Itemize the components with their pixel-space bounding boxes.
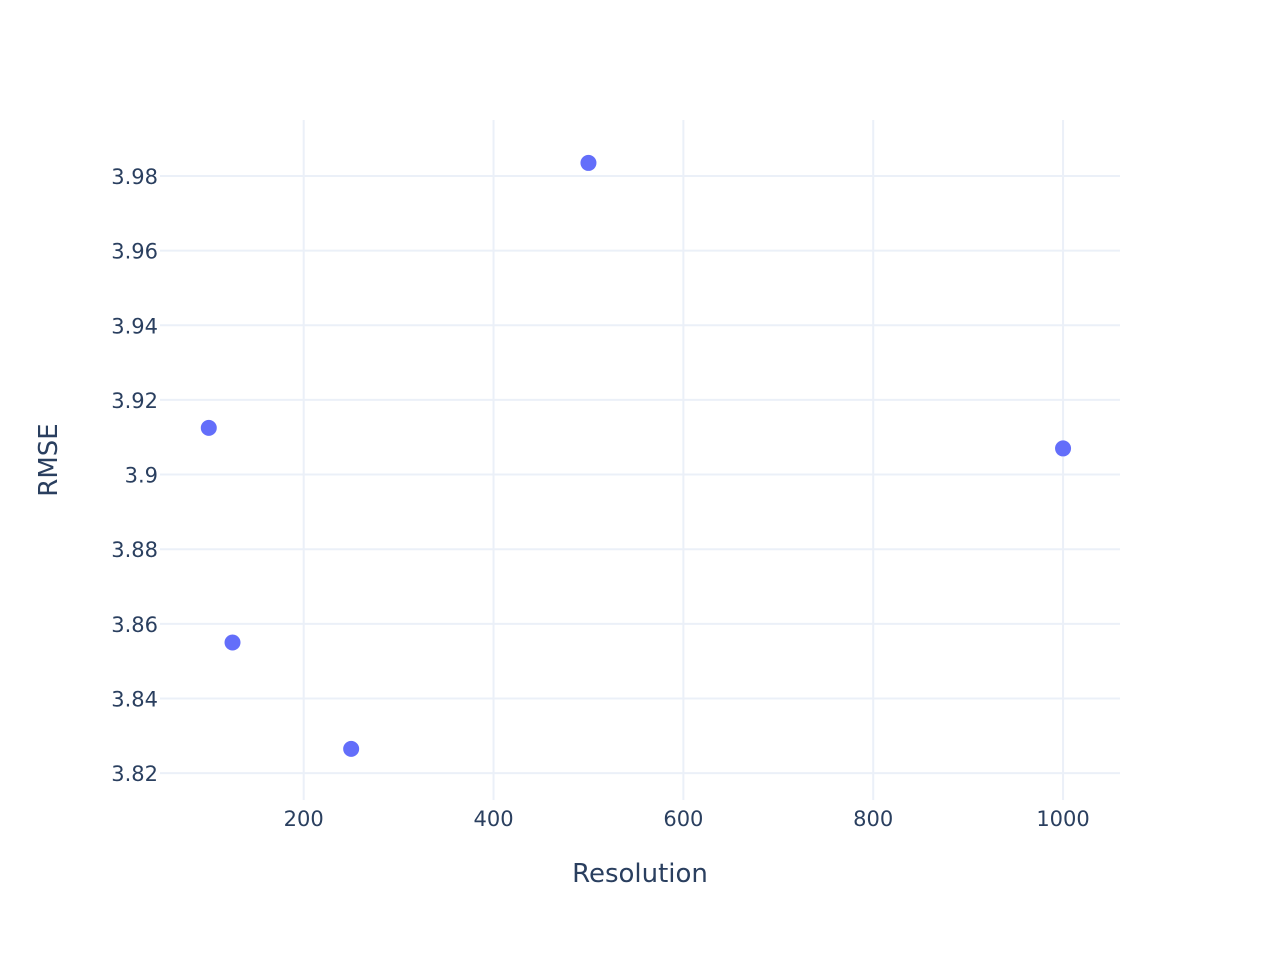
x-tick-label: 800 (853, 807, 893, 831)
y-tick-label: 3.96 (111, 240, 158, 264)
y-tick-label: 3.82 (111, 762, 158, 786)
x-tick-label: 400 (473, 807, 513, 831)
data-point (200, 419, 217, 436)
y-tick-label: 3.88 (111, 538, 158, 562)
x-tick-labels: 200 400 600 800 1000 (284, 807, 1090, 831)
y-tick-label: 3.92 (111, 389, 158, 413)
y-tick-labels: 3.82 3.84 3.86 3.88 3.9 3.92 3.94 3.96 3.98 (111, 165, 158, 786)
y-tick-label: 3.98 (111, 165, 158, 189)
y-tick-label: 3.86 (111, 613, 158, 637)
y-tick-label: 3.94 (111, 314, 158, 338)
data-points (200, 154, 1072, 757)
y-axis-title: RMSE (34, 423, 64, 496)
data-point (580, 154, 597, 171)
y-tick-label: 3.9 (125, 464, 158, 488)
x-axis-title: Resolution (572, 859, 708, 889)
y-gridlines (160, 174, 1120, 775)
data-point (343, 740, 360, 757)
x-gridlines (302, 120, 1065, 800)
x-tick-label: 200 (284, 807, 324, 831)
data-point (224, 634, 241, 651)
data-point (1055, 440, 1072, 457)
y-tick-label: 3.84 (111, 687, 158, 711)
x-tick-label: 600 (663, 807, 703, 831)
x-tick-label: 1000 (1036, 807, 1089, 831)
